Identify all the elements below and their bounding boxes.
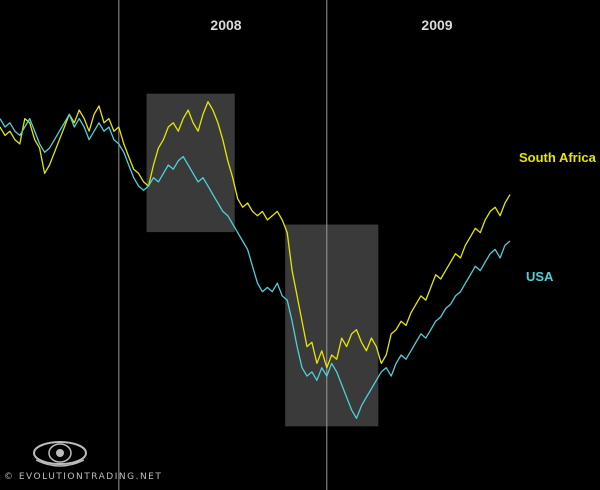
series-line-usa bbox=[0, 113, 511, 419]
highlight-box-2 bbox=[285, 224, 379, 427]
series-layer bbox=[0, 101, 511, 419]
highlight-box-1 bbox=[146, 93, 235, 233]
watermark-text: © EVOLUTIONTRADING.NET bbox=[4, 472, 163, 482]
series-line-south-africa bbox=[0, 101, 511, 369]
year-label-2009: 2009 bbox=[421, 17, 452, 33]
series-label-south-africa: South Africa bbox=[519, 150, 597, 165]
year-label-2008: 2008 bbox=[210, 17, 241, 33]
highlight-layer bbox=[146, 93, 379, 427]
evolutiontrading-logo-icon bbox=[33, 441, 87, 467]
year-marker-layer bbox=[118, 0, 328, 490]
series-label-usa: USA bbox=[526, 269, 554, 284]
